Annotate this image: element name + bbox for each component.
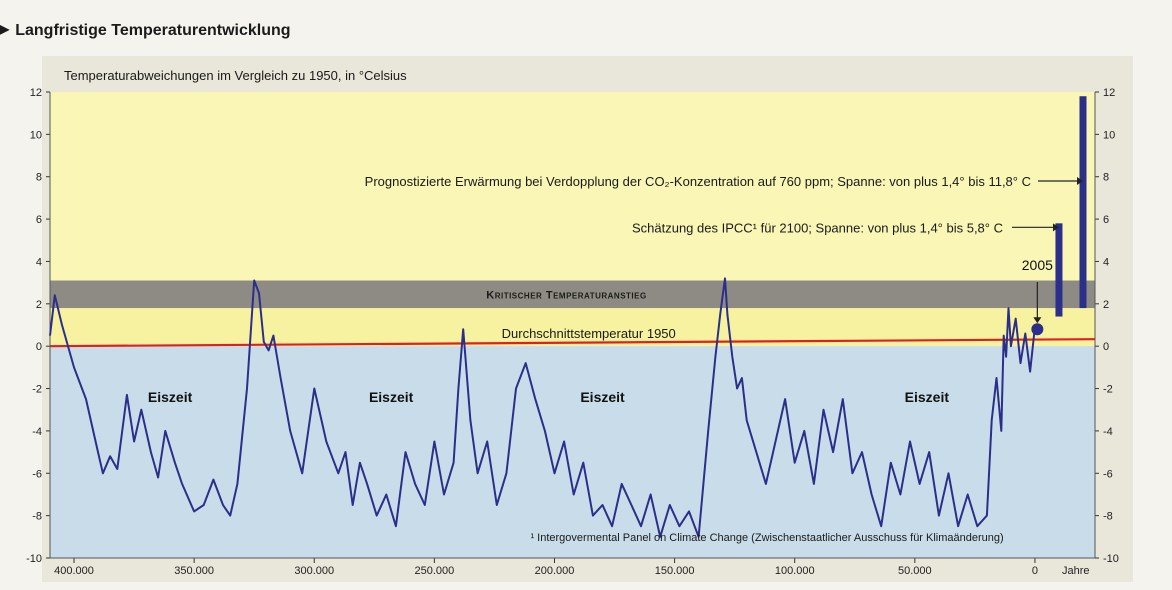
y-ticks-left: -10 -8 -6 -4 -2 0 2 4 6 8 10 12	[26, 87, 51, 565]
y-tick-label-right: -4	[1103, 426, 1113, 438]
x-tick-label: 250.000	[414, 565, 454, 577]
x-tick-label: 100.000	[775, 565, 815, 577]
temperature-series-line	[49, 277, 1036, 538]
y-tick-label-right: 0	[1103, 341, 1109, 353]
projection-label: Prognostizierte Erwärmung bei Verdopplun…	[365, 174, 1031, 189]
projection-bar	[1055, 223, 1063, 317]
x-tick-label: 200.000	[535, 565, 575, 577]
x-tick-label: 150.000	[655, 565, 695, 577]
y-tick-label-left: 10	[30, 129, 42, 141]
y-tick-label-left: -10	[26, 553, 42, 565]
baseline-label: Durchschnittstemperatur 1950	[502, 326, 676, 341]
baseline-1950-line	[49, 338, 1096, 348]
y-tick-label-left: 12	[30, 87, 42, 99]
y-tick-label-right: 4	[1103, 256, 1109, 268]
y-tick-label-right: -6	[1103, 468, 1113, 480]
y-tick-label-left: -4	[32, 426, 42, 438]
ice-age-label: Eiszeit	[580, 389, 625, 405]
y-tick-label-right: 2	[1103, 299, 1109, 311]
ice-age-label: Eiszeit	[148, 389, 193, 405]
critical-temperature-band	[50, 280, 1095, 309]
footnote: ¹ Intergovermental Panel on Climate Chan…	[530, 532, 1003, 544]
x-tick-label: 0	[1032, 565, 1038, 577]
ice-age-label: Eiszeit	[905, 389, 950, 405]
y-tick-label-right: -2	[1103, 384, 1113, 396]
x-tick-label: 400.000	[54, 565, 94, 577]
y-tick-label-right: 8	[1103, 172, 1109, 184]
y-tick-label-left: -8	[32, 511, 42, 523]
arrow-down-icon	[1033, 317, 1042, 324]
projection-bars: Schätzung des IPCC¹ für 2100; Spanne: vo…	[365, 96, 1087, 317]
y-ticks-right: -10 -8 -6 -4 -2 0 2 4 6 8 10 12	[1094, 87, 1119, 565]
y-tick-label-right: 10	[1103, 129, 1115, 141]
y-tick-label-right: 6	[1103, 214, 1109, 226]
y-tick-label-left: 4	[36, 256, 42, 268]
arrow-head-icon	[1052, 223, 1059, 232]
cold-zone	[50, 346, 1095, 558]
chart-header: ▶ Langfristige Temperaturentwicklung	[0, 22, 291, 40]
y-tick-label-right: 12	[1103, 87, 1115, 99]
upper-zone	[50, 92, 1095, 281]
y-tick-label-left: 0	[36, 341, 42, 353]
y-tick-label-left: 2	[36, 299, 42, 311]
triangle-bullet-icon: ▶	[0, 22, 10, 36]
x-tick-label: 50.000	[898, 565, 932, 577]
arrow-head-icon	[1076, 176, 1083, 185]
critical-band-label: Kritischer Temperaturanstieg	[486, 289, 646, 301]
y-tick-label-left: -6	[32, 468, 42, 480]
chart-title: Langfristige Temperaturentwicklung	[15, 22, 291, 39]
y-tick-label-right: -8	[1103, 511, 1113, 523]
x-ticks: 400.000 350.000 300.000 250.000 200.000 150.0…	[50, 557, 1095, 577]
marker-2005: 2005	[1022, 257, 1053, 336]
marker-2005-label: 2005	[1022, 257, 1053, 273]
x-tick-label: 350.000	[174, 565, 214, 577]
x-tick-label: 300.000	[294, 565, 334, 577]
y-axis-label: Temperaturabweichungen im Vergleich zu 1…	[64, 68, 407, 83]
ice-age-label: Eiszeit	[369, 389, 414, 405]
ice-age-labels: Eiszeit Eiszeit Eiszeit Eiszeit	[148, 389, 949, 405]
y-tick-label-left: 8	[36, 172, 42, 184]
projection-bar	[1079, 96, 1087, 309]
y-tick-label-left: -2	[32, 384, 42, 396]
marker-2005-dot	[1031, 323, 1044, 336]
x-axis-unit: Jahre	[1062, 565, 1090, 577]
projection-label: Schätzung des IPCC¹ für 2100; Spanne: vo…	[632, 220, 1003, 235]
y-tick-label-left: 6	[36, 214, 42, 226]
y-tick-label-right: -10	[1103, 553, 1119, 565]
